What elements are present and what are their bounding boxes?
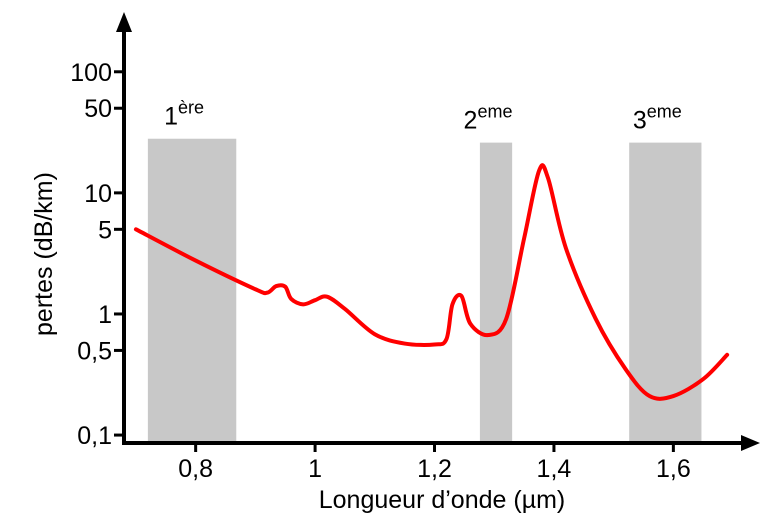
band [479,142,513,443]
band [147,138,237,444]
x-tick-label: 1,4 [537,455,572,483]
y-tick-label: 100 [70,59,112,87]
y-tick-label: 0,1 [77,422,112,450]
y-axis-label: pertes (dB/km) [30,172,58,336]
y-tick-label: 1 [98,301,112,329]
x-tick-label: 1,6 [656,455,691,483]
y-tick-label: 0,5 [77,337,112,365]
band-label: 2eme [464,102,513,135]
band-label-sup: eme [477,102,512,122]
band-label-number: 2 [464,107,478,135]
x-axis-label: Longueur d’onde (µm) [319,486,566,514]
band-label-sup: eme [647,102,682,122]
y-tick-label: 5 [98,216,112,244]
y-axis-arrow [116,12,132,32]
band-label: 3eme [633,102,682,135]
x-tick-label: 1 [308,455,322,483]
loss-curve [133,163,730,401]
band-label-sup: ère [178,98,204,118]
band-label: 1ère [164,98,204,131]
y-tick-label: 50 [84,95,112,123]
x-axis-arrow [741,435,760,451]
band-label-number: 1 [164,103,178,131]
y-tick-label: 10 [84,180,112,208]
band-label-number: 3 [633,107,647,135]
x-tick-label: 0,8 [178,455,213,483]
band [629,142,702,443]
x-tick-label: 1,2 [417,455,452,483]
